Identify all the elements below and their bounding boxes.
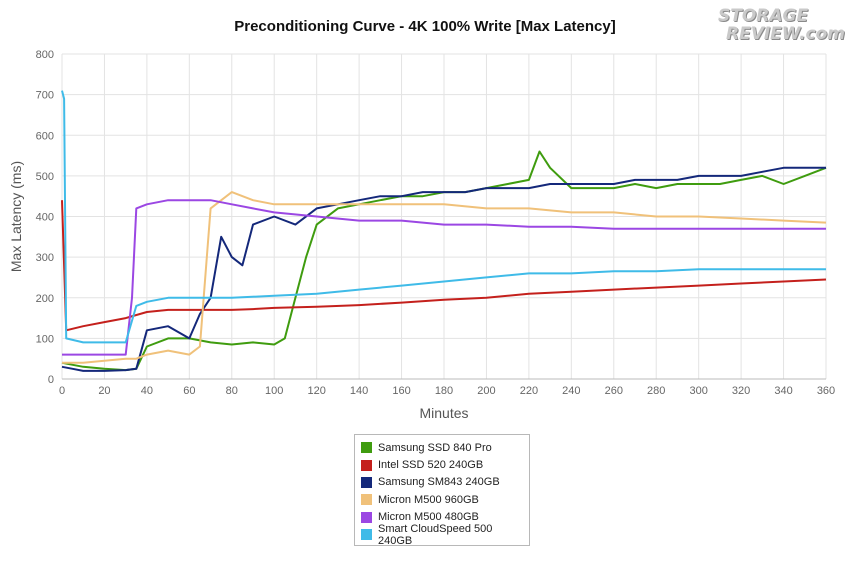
x-tick-label: 180: [435, 385, 453, 397]
x-tick-label: 0: [59, 385, 65, 397]
x-tick-label: 280: [647, 385, 665, 397]
legend-swatch: [361, 494, 372, 506]
series-line-3: [62, 191, 827, 364]
legend-entry: Micron M500 480GB: [361, 509, 523, 526]
legend-swatch: [361, 476, 372, 488]
x-tick-label: 200: [477, 385, 495, 397]
x-axis-label: Minutes: [419, 405, 468, 421]
legend-swatch: [361, 459, 372, 471]
series-line-2: [61, 166, 826, 372]
y-tick-label: 500: [36, 171, 54, 183]
x-tick-label: 100: [265, 385, 283, 397]
y-tick-label: 200: [36, 293, 54, 305]
legend-label: Samsung SSD 840 Pro: [378, 441, 492, 454]
x-tick-label: 160: [392, 385, 410, 397]
x-tick-label: 220: [520, 385, 538, 397]
legend-label: Micron M500 480GB: [378, 511, 479, 524]
logo-line-2: REVIEW.com: [726, 24, 845, 44]
legend-label: Smart CloudSpeed 500 240GB: [378, 522, 493, 547]
legend-entry: Smart CloudSpeed 500 240GB: [361, 523, 523, 547]
legend-entry: Samsung SSD 840 Pro: [361, 439, 523, 456]
legend-label: Intel SSD 520 240GB: [378, 459, 484, 472]
legend-entry: Samsung SM843 240GB: [361, 474, 523, 491]
legend-entry: Micron M500 960GB: [361, 491, 523, 508]
legend-label: Micron M500 960GB: [378, 493, 479, 506]
x-tick-label: 140: [350, 385, 368, 397]
storagereview-logo: STORAGE REVIEW.com: [718, 6, 845, 46]
y-tick-label: 300: [36, 252, 54, 264]
y-tick-label: 700: [36, 90, 54, 102]
x-tick-label: 80: [226, 385, 238, 397]
x-tick-label: 40: [141, 385, 153, 397]
legend-swatch: [361, 529, 372, 541]
series-line-1: [61, 200, 827, 332]
legend-label: Samsung SM843 240GB: [378, 476, 500, 489]
y-tick-label: 600: [36, 130, 54, 142]
legend-entry: Intel SSD 520 240GB: [361, 456, 523, 473]
x-tick-label: 120: [307, 385, 325, 397]
y-tick-label: 100: [36, 333, 54, 345]
x-tick-label: 320: [732, 385, 750, 397]
chart-title: Preconditioning Curve - 4K 100% Write [M…: [234, 18, 616, 35]
y-axis-label: Max Latency (ms): [8, 161, 24, 272]
x-tick-label: 340: [774, 385, 792, 397]
x-tick-label: 20: [98, 385, 110, 397]
x-tick-label: 260: [605, 385, 623, 397]
legend-swatch: [361, 511, 372, 523]
x-tick-label: 240: [562, 385, 580, 397]
y-tick-label: 400: [36, 212, 54, 224]
legend-swatch: [361, 442, 372, 454]
y-tick-label: 800: [36, 49, 54, 61]
x-tick-label: 360: [817, 385, 835, 397]
x-tick-label: 60: [183, 385, 195, 397]
logo-line-1: STORAGE: [718, 6, 809, 26]
chart-legend: Samsung SSD 840 Pro Intel SSD 520 240GB Sa…: [354, 434, 530, 547]
x-tick-label: 300: [689, 385, 707, 397]
series-line-5: [61, 90, 826, 344]
series-line-0: [61, 150, 827, 372]
y-tick-label: 0: [48, 374, 54, 386]
